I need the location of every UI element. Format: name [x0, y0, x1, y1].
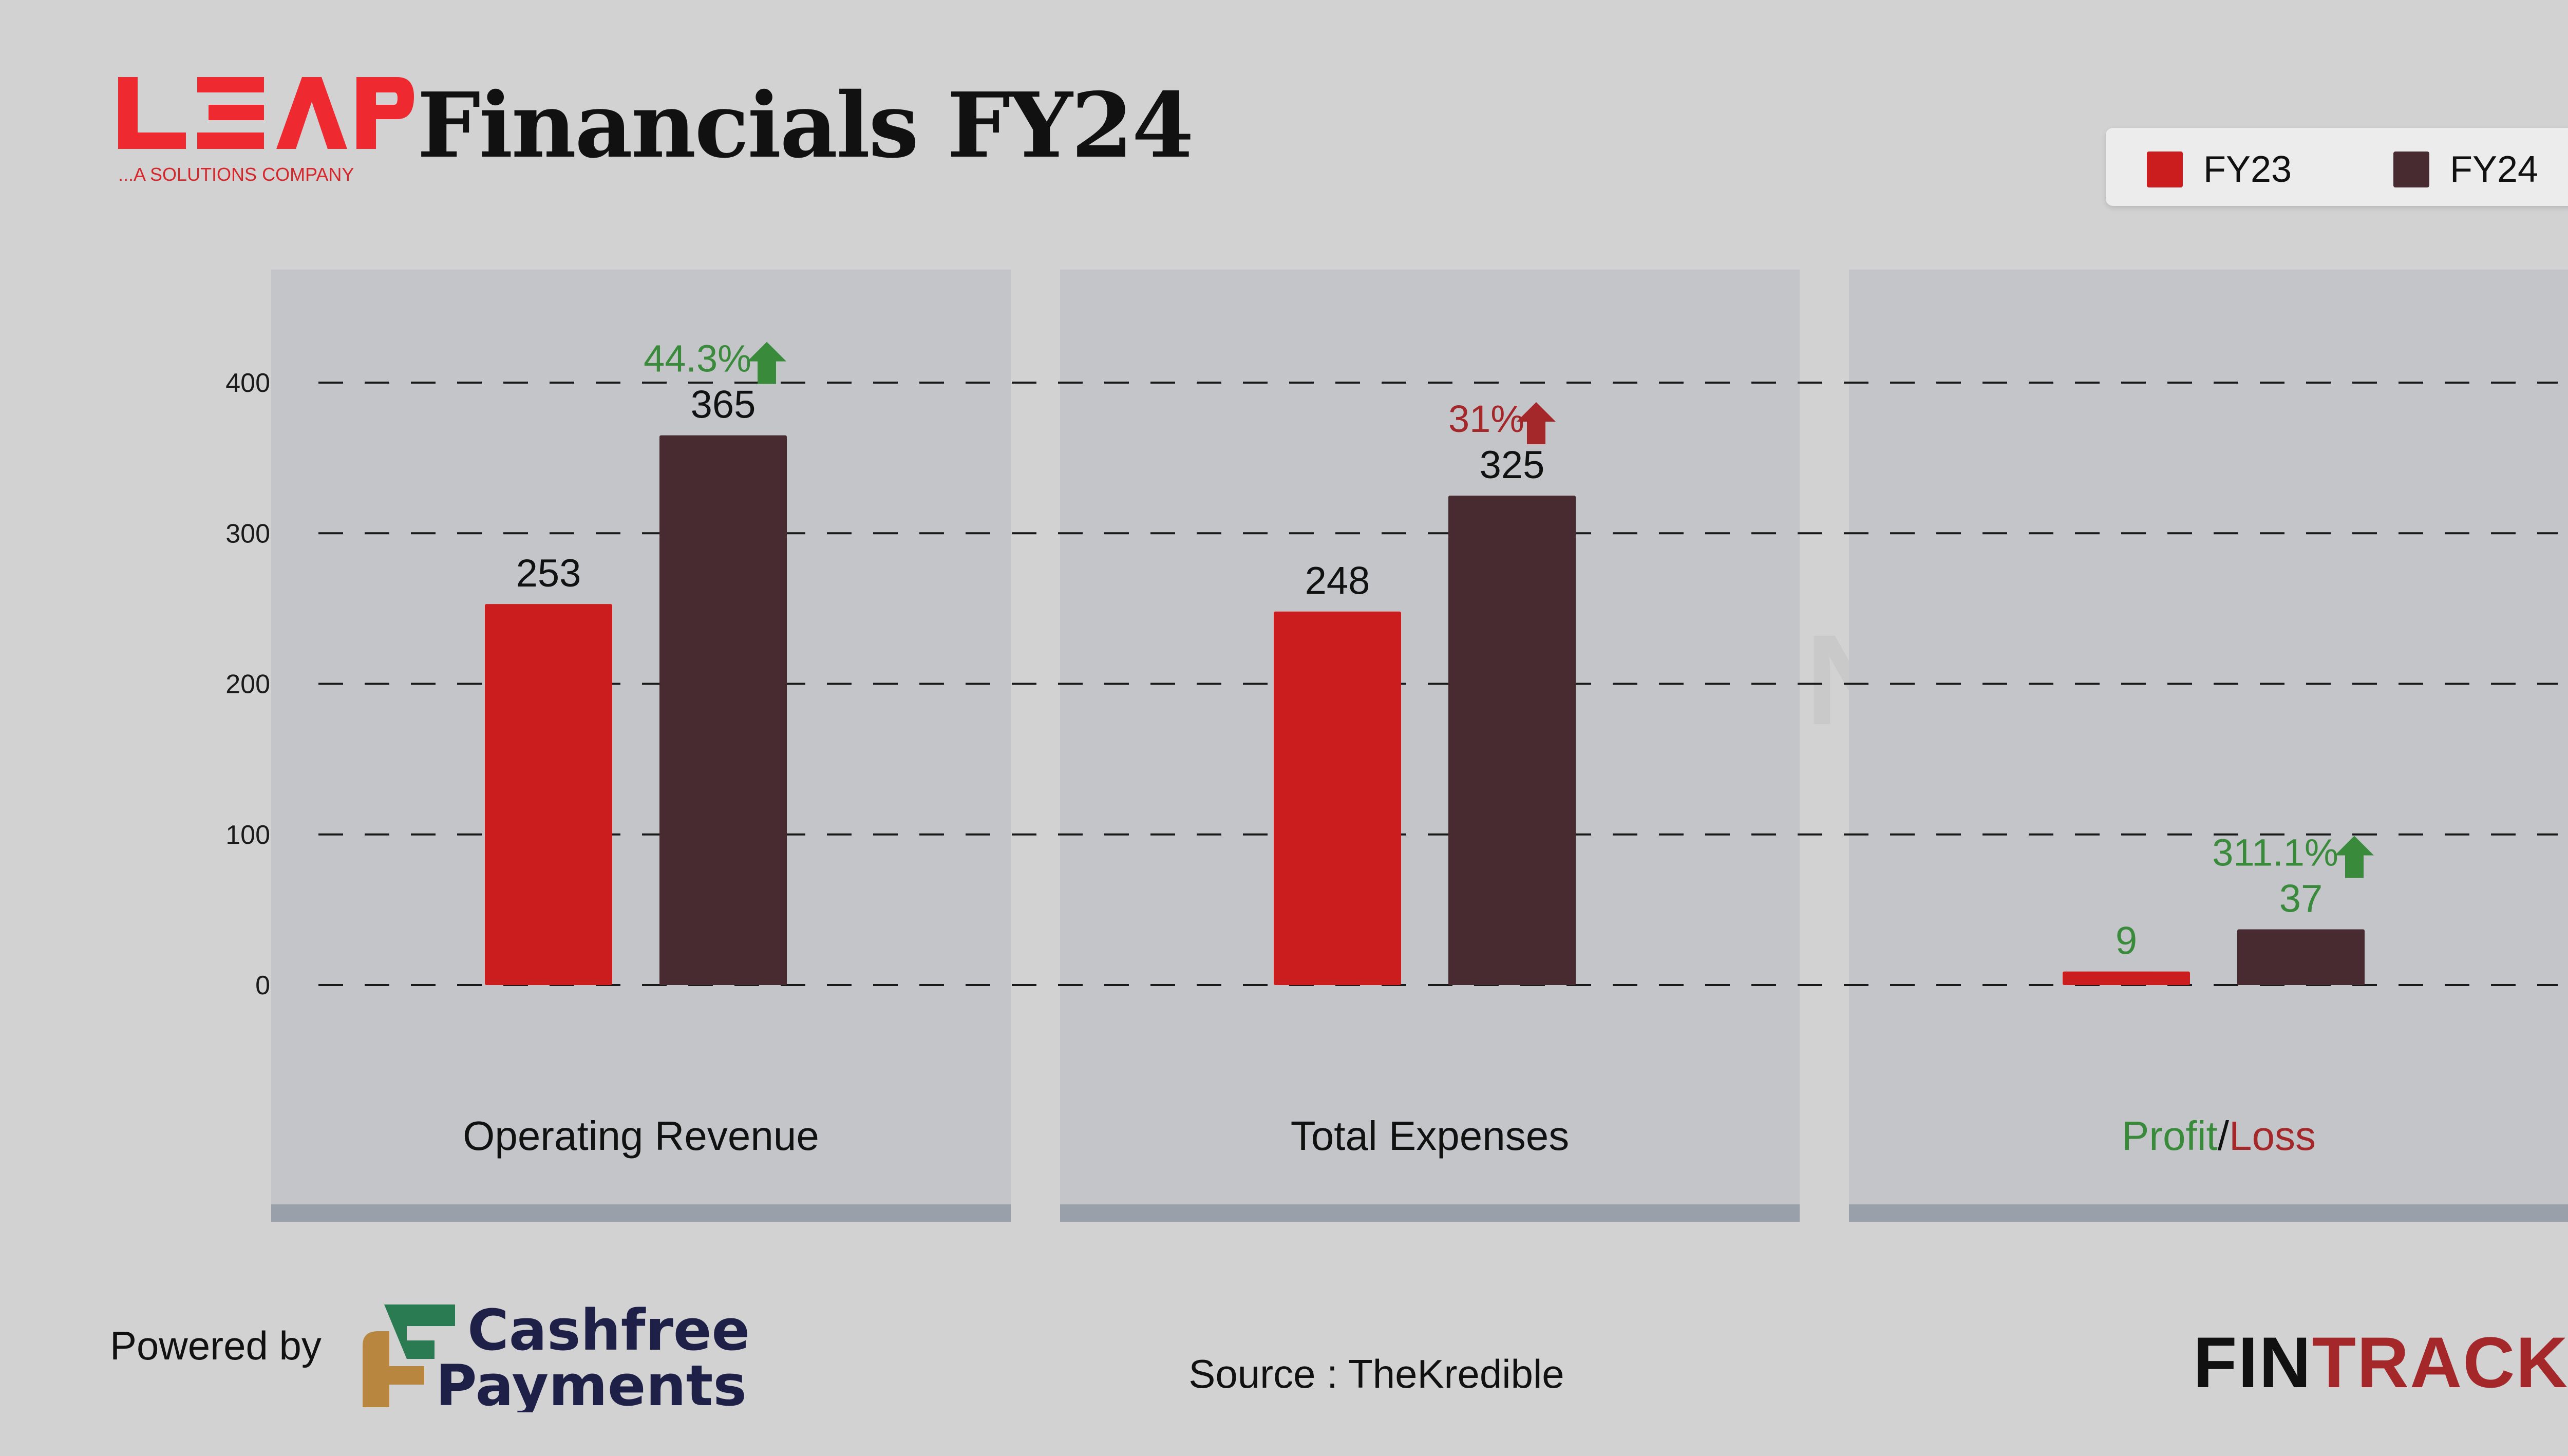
leap-logo: ...A SOLUTIONS COMPANY [118, 77, 414, 185]
bar-value-label: 248 [1305, 559, 1370, 603]
bar-fy24 [1448, 495, 1576, 985]
loss-label: Loss [2229, 1113, 2316, 1159]
fintrackr-logo-trackr: TRACKR [2312, 1322, 2568, 1403]
growth-label: 44.3% [644, 337, 751, 380]
bar-value-label: 325 [1480, 443, 1545, 487]
growth-label: 31% [1448, 398, 1524, 440]
bar-fy24 [2237, 929, 2365, 985]
panel-label-operating-revenue: Operating Revenue [463, 1113, 819, 1159]
chart-legend: FY23 FY24 [2106, 128, 2568, 206]
y-tick-label: 300 [225, 519, 270, 549]
bar-fy23 [2063, 971, 2190, 985]
page-title: Financials FY24 [417, 73, 1194, 178]
legend-swatch-fy23 [2147, 152, 2183, 187]
legend-swatch-fy24 [2393, 152, 2429, 187]
chart-panel [1060, 270, 1800, 1204]
growth-label: 311.1% [2212, 831, 2338, 874]
growth-up-arrow-icon [747, 342, 786, 384]
chart-panel-base [1060, 1204, 1800, 1222]
bar-value-label: 365 [691, 383, 756, 427]
panel-label-total-expenses: Total Expenses [1290, 1113, 1570, 1159]
cashfree-wordmark: Cashfree [467, 1297, 750, 1363]
y-tick-label: 0 [255, 971, 270, 1000]
growth-up-arrow-icon [1517, 402, 1556, 444]
payments-wordmark: Payments [436, 1353, 747, 1412]
y-tick-label: 100 [225, 820, 270, 850]
leap-logo-tagline: ...A SOLUTIONS COMPANY [118, 164, 354, 185]
chart-panel [1849, 270, 2568, 1204]
cashfree-payments-logo: Cashfree Payments [363, 1297, 750, 1412]
legend-label-fy24: FY24 [2450, 149, 2539, 190]
chart-panel-base [271, 1204, 1011, 1222]
y-tick-label: 400 [225, 368, 270, 398]
chart-panel [271, 270, 1011, 1204]
y-tick-label: 200 [225, 670, 270, 699]
panel-label-profit-loss: Profit/Loss [1849, 1115, 2568, 1157]
fintrackr-logo-fin: FIN [2193, 1322, 2312, 1403]
bar-value-label: 37 [2279, 877, 2323, 920]
bar-fy23 [485, 604, 612, 985]
legend-label-fy23: FY23 [2203, 149, 2292, 190]
growth-up-arrow-icon [2335, 836, 2374, 878]
bar-fy24 [659, 435, 787, 986]
chart-panel-base [1849, 1204, 2568, 1222]
bar-value-label: 9 [2116, 919, 2137, 963]
bar-value-label: 253 [516, 552, 581, 595]
source-text: Source : TheKredible [1188, 1351, 1564, 1396]
fintrackr-logo: FINTRACKR [2193, 1327, 2568, 1398]
profit-label: Profit [2122, 1113, 2218, 1159]
legend-item-fy24: FY24 [2393, 151, 2538, 188]
legend-item-fy23: FY23 [2147, 151, 2292, 188]
powered-by-text: Powered by [110, 1323, 322, 1368]
cashfree-icon [363, 1304, 455, 1407]
profit-loss-separator: / [2217, 1113, 2229, 1159]
bar-fy23 [1274, 611, 1401, 985]
